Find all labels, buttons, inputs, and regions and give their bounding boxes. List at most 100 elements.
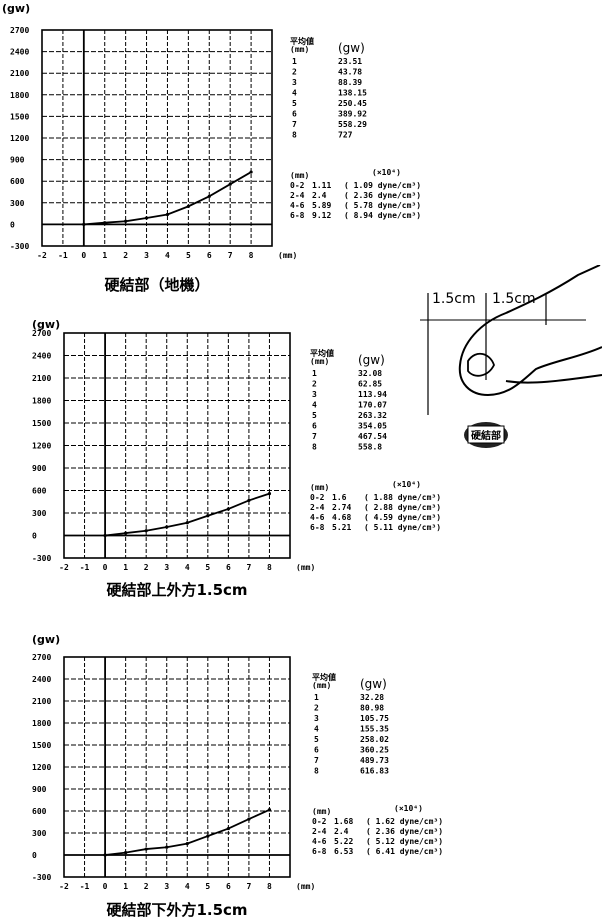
slope-row-range: 4-6 xyxy=(290,201,305,210)
avg-row-gw: 105.75 xyxy=(360,714,389,723)
avg-row-mm: 3 xyxy=(312,390,317,399)
x-tick-label: 5 xyxy=(205,563,210,572)
x-tick-label: 3 xyxy=(164,882,169,891)
slope-header: (mm) xyxy=(310,483,329,492)
slope-row-value: 2.4 xyxy=(334,827,349,836)
x-axis-unit: (mm) xyxy=(278,251,297,260)
data-point xyxy=(185,521,189,525)
avg-header: 平均値 xyxy=(290,36,314,46)
avg-row-mm: 2 xyxy=(314,704,319,713)
x-tick-label: 7 xyxy=(246,563,251,572)
avg-row-gw: 23.51 xyxy=(338,57,362,66)
slope-row-value: 9.12 xyxy=(312,211,331,220)
data-point xyxy=(228,182,232,186)
data-point xyxy=(144,529,148,533)
x-tick-label: 7 xyxy=(228,251,233,260)
x-tick-label: 0 xyxy=(81,251,86,260)
avg-row-gw: 360.25 xyxy=(360,746,389,755)
data-point xyxy=(186,204,190,208)
x-tick-label: -1 xyxy=(80,882,90,891)
avg-row-gw: 467.54 xyxy=(358,432,387,441)
avg-row-mm: 6 xyxy=(292,110,297,119)
avg-row-gw: 354.05 xyxy=(358,422,387,431)
slope-row-value: 2.4 xyxy=(312,191,327,200)
data-point xyxy=(247,817,251,821)
label-left-1-5cm: 1.5cm xyxy=(432,291,476,307)
y-axis-unit: (gw) xyxy=(32,633,60,646)
y-tick-label: 0 xyxy=(10,220,15,229)
x-tick-label: 3 xyxy=(164,563,169,572)
data-point xyxy=(226,826,230,831)
data-point xyxy=(207,194,211,198)
avg-row-mm: 7 xyxy=(292,120,297,129)
slope-row-range: 6-8 xyxy=(312,847,327,856)
avg-row-mm: 3 xyxy=(292,78,297,87)
slope-row-range: 2-4 xyxy=(310,503,325,512)
avg-row-mm: 2 xyxy=(292,68,297,77)
data-point xyxy=(124,851,128,855)
avg-row-mm: 5 xyxy=(312,411,317,420)
avg-unit: (gw) xyxy=(338,41,365,55)
avg-header: 平均値 xyxy=(312,672,336,682)
x-tick-label: 8 xyxy=(249,251,254,260)
avg-row-gw: 43.78 xyxy=(338,68,362,77)
data-point xyxy=(226,507,230,511)
data-point xyxy=(124,219,128,223)
avg-row-gw: 155.35 xyxy=(360,725,389,734)
x-tick-label: 8 xyxy=(267,563,272,572)
avg-row-mm: 6 xyxy=(312,422,317,431)
avg-row-gw: 170.07 xyxy=(358,401,387,410)
y-tick-label: 2100 xyxy=(32,374,51,383)
avg-header-unit: (mm) xyxy=(310,357,329,366)
slope-row-dyne: ( 8.94 dyne/cm³) xyxy=(344,211,421,220)
slope-row-dyne: ( 5.12 dyne/cm³) xyxy=(366,837,443,846)
slope-row-dyne: ( 1.62 dyne/cm³) xyxy=(366,817,443,826)
y-tick-label: 1500 xyxy=(32,419,51,428)
chart-caption: 硬結部上外方1.5cm xyxy=(106,581,247,599)
x-tick-label: 8 xyxy=(267,882,272,891)
slope-row-dyne: ( 5.11 dyne/cm³) xyxy=(364,523,441,532)
y-tick-label: -300 xyxy=(10,242,29,251)
y-tick-label: 900 xyxy=(10,156,25,165)
avg-row-mm: 1 xyxy=(314,693,319,702)
chart-caption: 硬結部下外方1.5cm xyxy=(106,901,247,919)
avg-row-gw: 138.15 xyxy=(338,89,367,98)
slope-row-dyne: ( 2.36 dyne/cm³) xyxy=(344,191,421,200)
data-point xyxy=(165,525,169,529)
slope-row-dyne: ( 1.09 dyne/cm³) xyxy=(344,181,421,190)
data-point xyxy=(144,216,149,220)
x-axis-unit: (mm) xyxy=(296,882,315,891)
avg-row-gw: 258.02 xyxy=(360,735,389,744)
x-tick-label: 2 xyxy=(144,563,149,572)
slope-row-range: 0-2 xyxy=(290,181,305,190)
data-point xyxy=(267,808,272,812)
slope-row-value: 4.68 xyxy=(332,513,351,522)
slope-row-value: 5.22 xyxy=(334,837,353,846)
avg-row-mm: 4 xyxy=(314,725,319,734)
chart-panel-1: 2700 2400 2100 1800 1500 1200 900 600 300 0 -300 -2… xyxy=(2,2,421,294)
y-tick-label: 2700 xyxy=(10,26,29,35)
data-point xyxy=(185,842,189,846)
avg-row-gw: 32.08 xyxy=(358,369,382,378)
slope-row-value: 1.11 xyxy=(312,181,331,190)
avg-row-mm: 4 xyxy=(292,89,297,98)
avg-row-gw: 727 xyxy=(338,131,353,140)
x-axis-unit: (mm) xyxy=(296,563,315,572)
x-tick-label: 2 xyxy=(144,882,149,891)
y-tick-label: 600 xyxy=(32,807,47,816)
avg-row-gw: 80.98 xyxy=(360,704,384,713)
avg-row-gw: 558.29 xyxy=(338,120,367,129)
x-tick-label: 6 xyxy=(226,563,231,572)
y-tick-label: 2400 xyxy=(10,48,29,57)
x-tick-label: 0 xyxy=(103,882,108,891)
avg-row-gw: 250.45 xyxy=(338,99,367,108)
y-tick-label: -300 xyxy=(32,554,51,563)
chart-caption: 硬結部（地機） xyxy=(104,276,209,294)
avg-row-mm: 2 xyxy=(312,380,317,389)
slope-row-dyne: ( 2.88 dyne/cm³) xyxy=(364,503,441,512)
y-tick-label: 2700 xyxy=(32,329,51,338)
finger-illustration: 1.5cm 1.5cm 硬結部 xyxy=(420,265,602,448)
x-tick-label: -1 xyxy=(58,251,68,260)
slope-row-value: 1.68 xyxy=(334,817,353,826)
